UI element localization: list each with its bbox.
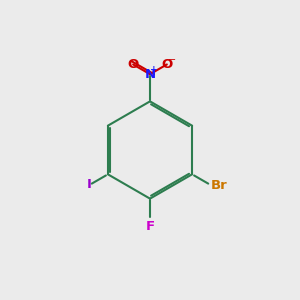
Text: N: N	[144, 68, 156, 81]
Text: −: −	[168, 55, 176, 65]
Text: O: O	[161, 58, 172, 71]
Text: I: I	[86, 178, 91, 191]
Text: Br: Br	[211, 178, 227, 191]
Text: F: F	[146, 220, 154, 233]
Text: O: O	[128, 58, 139, 71]
Text: +: +	[150, 65, 158, 74]
